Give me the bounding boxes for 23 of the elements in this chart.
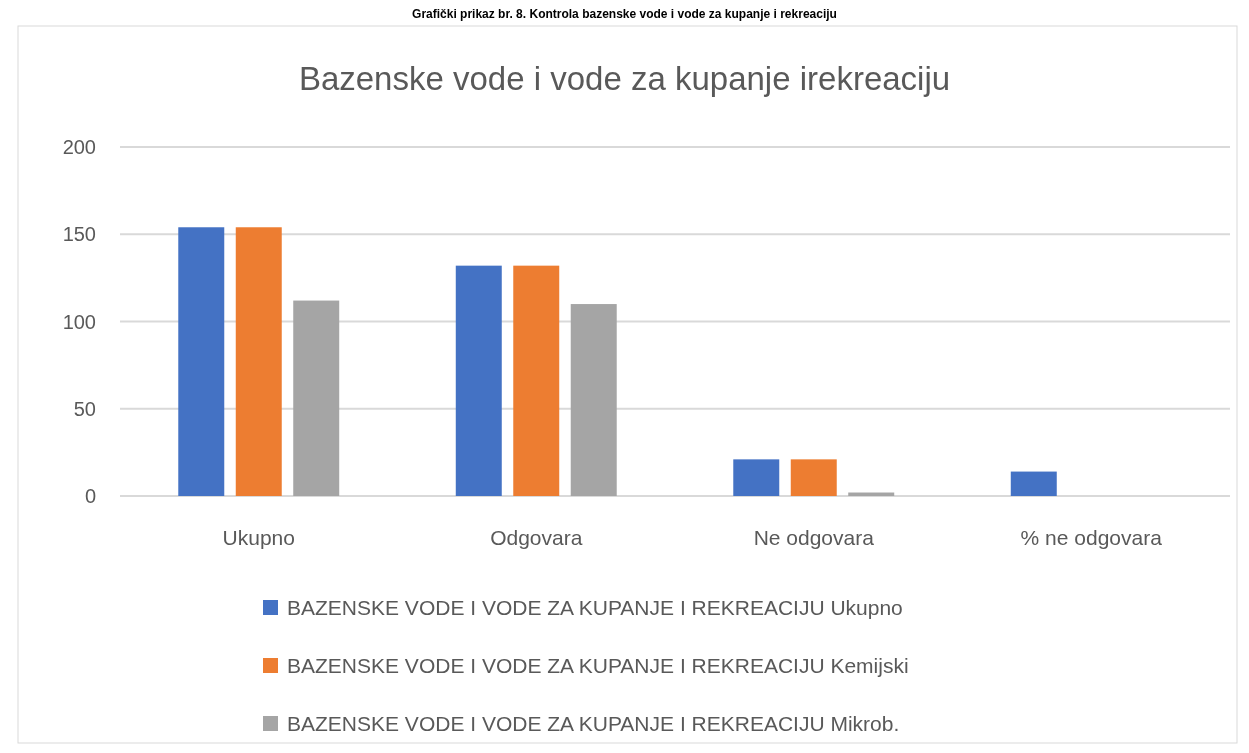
chart-title: Bazenske vode i vode za kupanje irekreaciju (298, 60, 951, 97)
y-tick-label: 100 (62, 310, 96, 333)
legend-label: BAZENSKE VODE I VODE ZA KUPANJE I REKREACIJU Ukupno (287, 596, 903, 620)
y-tick-label: 150 (62, 223, 96, 246)
y-tick-label: 200 (62, 136, 96, 158)
bar (733, 459, 780, 496)
x-tick-label: % ne odgovara (1020, 526, 1163, 549)
bar (455, 265, 502, 496)
y-tick-label: 50 (73, 397, 96, 420)
text: Grafički prikaz br. 8. Kontrola bazenske vode i vode za kupanje i rekreaciju (412, 7, 837, 21)
legend-label: BAZENSKE VODE I VODE ZA KUPANJE I REKREACIJU Mikrob. (287, 712, 900, 736)
x-tick-label: Ukupno (222, 526, 295, 549)
x-tick-label: Odgovara (490, 526, 583, 549)
x-tick-label: Ne odgovara (753, 526, 875, 549)
bar (293, 300, 340, 496)
y-tick-label: 0 (84, 485, 96, 507)
bar (513, 265, 560, 496)
bar (235, 227, 282, 496)
bar (570, 304, 617, 496)
bar (1010, 471, 1057, 496)
legend-label: BAZENSKE VODE I VODE ZA KUPANJE I REKREACIJU Kemijski (287, 654, 909, 678)
bar (790, 459, 837, 496)
bar (178, 227, 225, 496)
